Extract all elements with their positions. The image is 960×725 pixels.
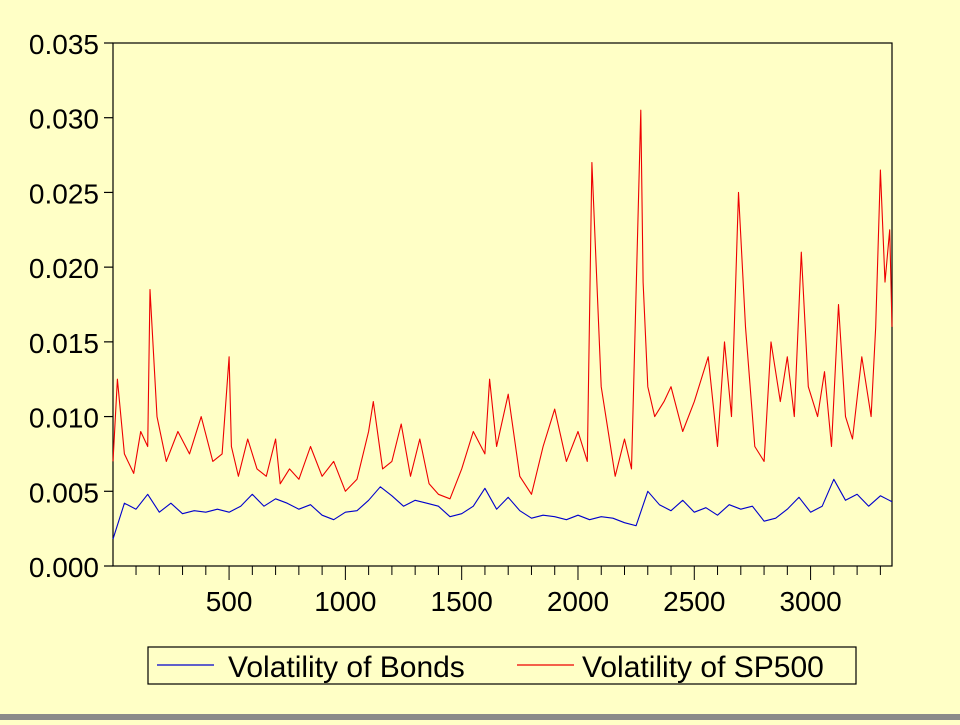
- x-tick-label: 1500: [431, 586, 493, 617]
- y-tick-label: 0.000: [29, 552, 99, 583]
- x-tick-label: 2000: [547, 586, 609, 617]
- x-tick-label: 1000: [314, 586, 376, 617]
- x-tick-label: 500: [206, 586, 253, 617]
- legend-label-sp500: Volatility of SP500: [582, 651, 824, 684]
- y-tick-label: 0.015: [29, 328, 99, 359]
- y-tick-label: 0.010: [29, 403, 99, 434]
- series-line-bonds: [112, 478, 893, 540]
- legend-box: [147, 646, 857, 685]
- legend-label-bonds: Volatility of Bonds: [228, 651, 465, 684]
- x-tick-label: 3000: [779, 586, 841, 617]
- bottom-bar: [0, 714, 960, 720]
- y-tick-label: 0.005: [29, 477, 99, 508]
- y-tick-label: 0.030: [29, 104, 99, 135]
- y-tick-label: 0.020: [29, 253, 99, 284]
- x-tick-label: 2500: [663, 586, 725, 617]
- series-line-sp500: [112, 109, 893, 500]
- y-tick-label: 0.025: [29, 178, 99, 209]
- y-tick-label: 0.035: [29, 29, 99, 60]
- legend: Volatility of Bonds Volatility of SP500: [147, 646, 857, 685]
- plot-area: [112, 42, 893, 567]
